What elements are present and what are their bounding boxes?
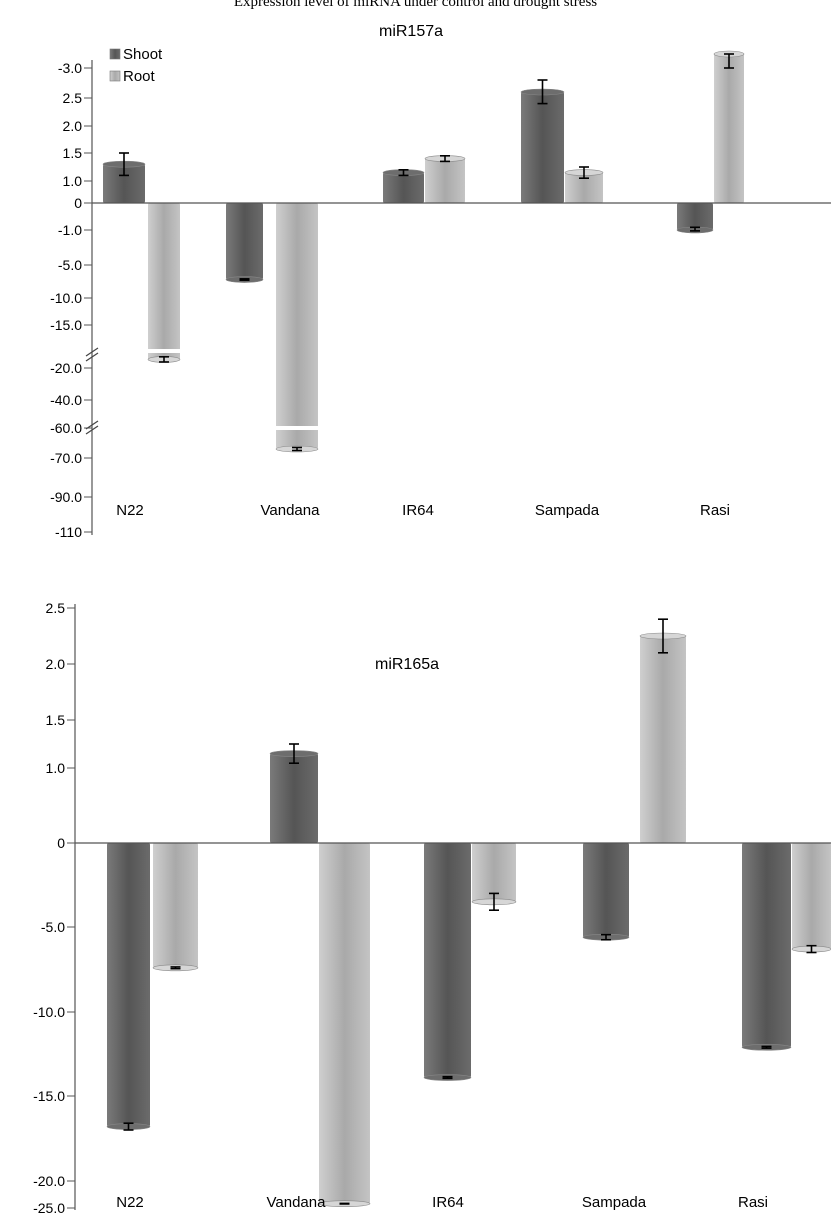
category-label-rasi: Rasi (738, 1194, 768, 1211)
category-label-rasi: Rasi (700, 502, 730, 519)
shoot-bar-ir64 (383, 172, 424, 203)
y-tick-label: 2.5 (46, 600, 66, 616)
shoot-bar-sampada (583, 843, 629, 938)
shoot-bar-rasi (742, 843, 791, 1048)
root-bar-vandana (276, 203, 318, 449)
root-bar-ir64 (472, 843, 516, 902)
legend-swatch-root (109, 70, 121, 82)
y-tick-label: -5.0 (58, 257, 82, 273)
shoot-bar-vandana (270, 753, 318, 843)
y-tick-label: 2.5 (63, 90, 83, 106)
chart-title: miR157a (379, 23, 443, 40)
y-tick-label: -25.0 (33, 1200, 65, 1216)
y-tick-label: -40.0 (50, 392, 82, 408)
y-tick-label: -20.0 (50, 360, 82, 376)
y-tick-label: -1.0 (58, 222, 82, 238)
figure-caption: Expression level of miRNA under control … (233, 0, 598, 10)
category-label-ir64: IR64 (432, 1194, 464, 1211)
y-tick-label: -20.0 (33, 1173, 65, 1189)
category-label-vandana: Vandana (267, 1194, 327, 1211)
y-tick-label: -110 (55, 524, 82, 540)
y-tick-label: -5.0 (41, 919, 65, 935)
shoot-bar-n22 (103, 164, 145, 203)
axis-break-mark (85, 352, 99, 362)
shoot-bar-ir64 (424, 843, 471, 1078)
shoot-bar-n22 (107, 843, 150, 1127)
y-tick-label: 1.0 (63, 173, 83, 189)
y-tick-label: -90.0 (50, 489, 82, 505)
root-bar-sampada (640, 636, 686, 843)
shoot-bar-sampada (521, 92, 564, 203)
shoot-bar-vandana (226, 203, 263, 280)
y-tick-label: -10.0 (33, 1004, 65, 1020)
y-tick-label: -15.0 (50, 317, 82, 333)
category-label-sampada: Sampada (582, 1194, 647, 1211)
root-bar-rasi (792, 843, 831, 950)
chart-mir165a: miR165a 2.5 2.0 1.5 1.0 0 -5.0 -10.0 -15.0 -20.0 -… (33, 600, 831, 1216)
category-label-n22: N22 (116, 502, 144, 519)
y-tick-label: 1.0 (46, 760, 66, 776)
bar-break-gap (147, 349, 181, 353)
root-bar-n22 (153, 843, 198, 968)
y-tick-label: -15.0 (33, 1088, 65, 1104)
y-tick-label: 2.0 (46, 656, 66, 672)
category-label-sampada: Sampada (535, 502, 600, 519)
y-tick-label: -10.0 (50, 290, 82, 306)
category-label-n22: N22 (116, 1194, 144, 1211)
y-tick-label: -3.0 (58, 60, 82, 76)
category-label-ir64: IR64 (402, 502, 434, 519)
y-tick-label: 2.0 (63, 118, 83, 134)
y-tick-label: 1.5 (63, 145, 83, 161)
y-tick-label: 0 (74, 195, 82, 211)
chart-mir157a: miR157a -3.0 2.5 2.0 1.5 1.0 0 -1.0 -5.0 -10.0 -15… (50, 23, 831, 540)
y-tick-label: -70.0 (50, 450, 82, 466)
chart-title: miR165a (375, 656, 439, 673)
legend-label-shoot: Shoot (123, 46, 163, 63)
axis-break-mark (85, 347, 99, 357)
y-tick-label: 1.5 (46, 712, 66, 728)
root-bar-rasi (714, 54, 744, 203)
shoot-bar-rasi (677, 203, 713, 230)
y-tick-label: -60.0 (50, 420, 82, 436)
legend-swatch-shoot (109, 48, 121, 60)
root-bar-ir64 (425, 158, 465, 203)
bar-break-gap (275, 426, 319, 430)
axis-break-mark (85, 425, 99, 435)
legend-label-root: Root (123, 68, 156, 85)
category-label-vandana: Vandana (261, 502, 321, 519)
axis-break-mark (85, 420, 99, 430)
root-bar-n22 (148, 203, 180, 360)
y-tick-label: 0 (57, 835, 65, 851)
root-bar-sampada (565, 172, 603, 203)
root-bar-vandana (319, 843, 370, 1204)
